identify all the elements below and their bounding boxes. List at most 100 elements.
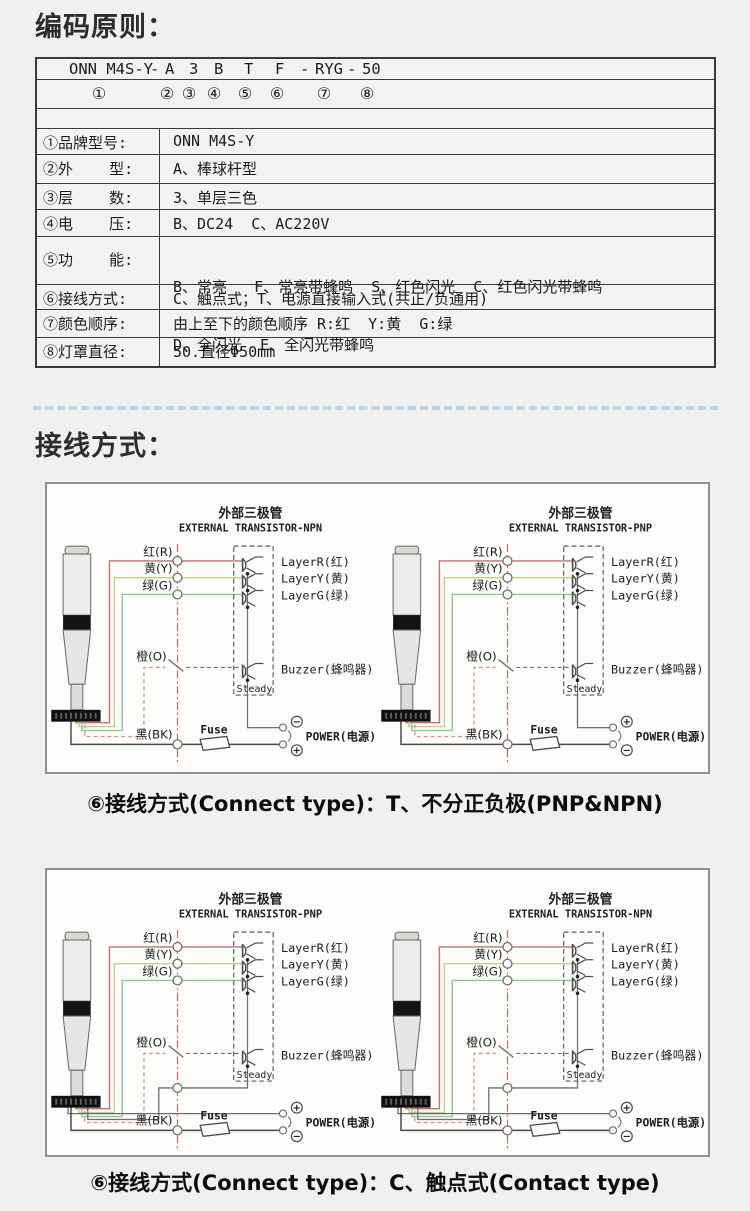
switch-blade: [168, 1045, 184, 1058]
signal-tower-icon: [51, 545, 101, 722]
coding-principles-heading: 编码原则：: [35, 12, 175, 43]
wire-label-orange: 橙(O): [466, 1036, 496, 1050]
wire-label-orange: 橙(O): [136, 1036, 166, 1050]
signal-tower-icon: [381, 545, 431, 722]
wire: [84, 1052, 166, 1124]
power-terminal: [608, 740, 618, 749]
buzzer-label: Buzzer(蜂鸣器): [611, 1048, 703, 1062]
layer-y-label: LayerY(黄): [611, 958, 680, 972]
power-brace: [617, 730, 622, 742]
row-value: 由上至下的颜色顺序 R:红 Y:黄 G:绿: [173, 315, 453, 333]
power-polarity-bottom-sign: +: [293, 746, 301, 757]
power-polarity-top: [620, 715, 633, 728]
wire-label-red: 红(R): [473, 931, 502, 945]
row-value-line2: D、全闪光 E、全闪光带蜂鸣: [173, 336, 375, 354]
power-polarity-top: [620, 1101, 633, 1114]
coding-table: ONN M4S-Y - A 3 B T F - RYG - 50 ① ② ③ ④…: [35, 57, 716, 368]
table-row: ⑦颜色顺序: 由上至下的颜色顺序 R:红 Y:黄 G:绿: [37, 310, 714, 338]
table-spacer-row: [37, 109, 714, 129]
buzzer-label: Buzzer(蜂鸣器): [611, 662, 703, 676]
row-label: ②外 型:: [37, 155, 160, 183]
transistor-icon: [241, 942, 264, 962]
table-row: ③层 数: 3、单层三色: [37, 184, 714, 210]
terminal-circle: [502, 555, 513, 567]
code-token: 50: [362, 60, 381, 78]
power-terminal: [278, 1109, 288, 1118]
diagram-title-cn: 外部三极管: [548, 506, 612, 522]
power-polarity-top-sign: +: [623, 1103, 631, 1114]
contact-node: [502, 1082, 513, 1094]
power-polarity-bottom-sign: −: [623, 746, 631, 757]
transistor-icon: [571, 589, 594, 610]
terminal-circle: [502, 958, 513, 969]
code-index: ⑤: [237, 84, 253, 103]
signal-tower-icon: [381, 931, 431, 1108]
row-value: ONN M4S-Y: [173, 132, 255, 150]
fuse-label: Fuse: [530, 1109, 557, 1123]
wire-label-black: 黑(BK): [136, 1113, 173, 1127]
layer-y-label: LayerY(黄): [281, 572, 350, 586]
transistor-box: [563, 931, 604, 1082]
wire: [417, 1081, 579, 1121]
table-row: ⑥接线方式: C、触点式；T、电源直接输入式(共正/负通用): [37, 285, 714, 310]
power-polarity-top-sign: +: [623, 717, 631, 728]
layer-g-label: LayerG(绿): [281, 588, 350, 602]
power-label: POWER(电源): [306, 1115, 376, 1129]
code-token: -: [300, 60, 310, 78]
transistor-icon: [571, 556, 594, 576]
wire-label-green: 绿(G): [142, 965, 172, 979]
code-index-row: ① ② ③ ④ ⑤ ⑥ ⑦ ⑧: [37, 80, 714, 109]
wire-label-red: 红(R): [473, 545, 502, 559]
wire: [414, 1052, 496, 1124]
wire: [84, 666, 166, 738]
row-label: ③层 数:: [37, 184, 160, 209]
fuse-label: Fuse: [200, 1109, 227, 1123]
wire: [78, 963, 243, 1114]
row-label: ⑧灯罩直径:: [37, 338, 160, 366]
switch-blade: [498, 659, 514, 672]
terminal-circle: [172, 1125, 183, 1136]
wiring-caption-c-type: ⑥接线方式(Connect type)：C、触点式(Contact type): [90, 1171, 660, 1195]
power-polarity-top: [290, 715, 303, 728]
wire: [408, 963, 573, 1114]
power-brace: [287, 730, 292, 742]
terminal-circle: [172, 975, 183, 986]
terminal-circle: [502, 941, 513, 953]
transistor-icon: [241, 975, 264, 996]
contact-node: [172, 1082, 183, 1094]
terminal-circle: [172, 739, 183, 750]
signal-tower-icon: [51, 931, 101, 1108]
power-terminal: [608, 1126, 618, 1135]
layer-g-label: LayerG(绿): [281, 974, 350, 988]
transistor-icon: [571, 975, 594, 996]
wire-label-green: 绿(G): [142, 579, 172, 593]
code-token: A: [165, 60, 175, 78]
row-value: B、DC24 C、AC220V: [173, 215, 330, 233]
row-value: 50.直径Φ50mm: [173, 343, 276, 361]
power-polarity-top-sign: +: [293, 1103, 301, 1114]
layer-g-label: LayerG(绿): [611, 588, 680, 602]
power-terminal: [278, 1126, 288, 1135]
wiring-method-heading: 接线方式：: [35, 431, 175, 462]
transistor-box: [233, 545, 274, 696]
row-value: A、棒球杆型: [173, 160, 258, 178]
code-token: ONN M4S-Y: [69, 60, 153, 78]
switch-blade: [498, 1045, 514, 1058]
power-label: POWER(电源): [636, 1115, 706, 1129]
transistor-icon: [241, 556, 264, 576]
transistor-box: [233, 931, 274, 1082]
transistor-icon: [241, 589, 264, 610]
table-row: ②外 型: A、棒球杆型: [37, 155, 714, 184]
transistor-icon: [241, 1048, 264, 1069]
layer-r-label: LayerR(红): [611, 941, 680, 955]
diagram-title-en: EXTERNAL TRANSISTOR-NPN: [509, 908, 652, 920]
wire-label-black: 黑(BK): [136, 727, 173, 741]
diagram-title-cn: 外部三极管: [218, 506, 282, 522]
transistor-box: [563, 545, 604, 696]
table-row: ④电 压: B、DC24 C、AC220V: [37, 210, 714, 237]
row-label: ⑦颜色顺序:: [37, 310, 160, 337]
row-label: ①品牌型号:: [37, 129, 160, 154]
